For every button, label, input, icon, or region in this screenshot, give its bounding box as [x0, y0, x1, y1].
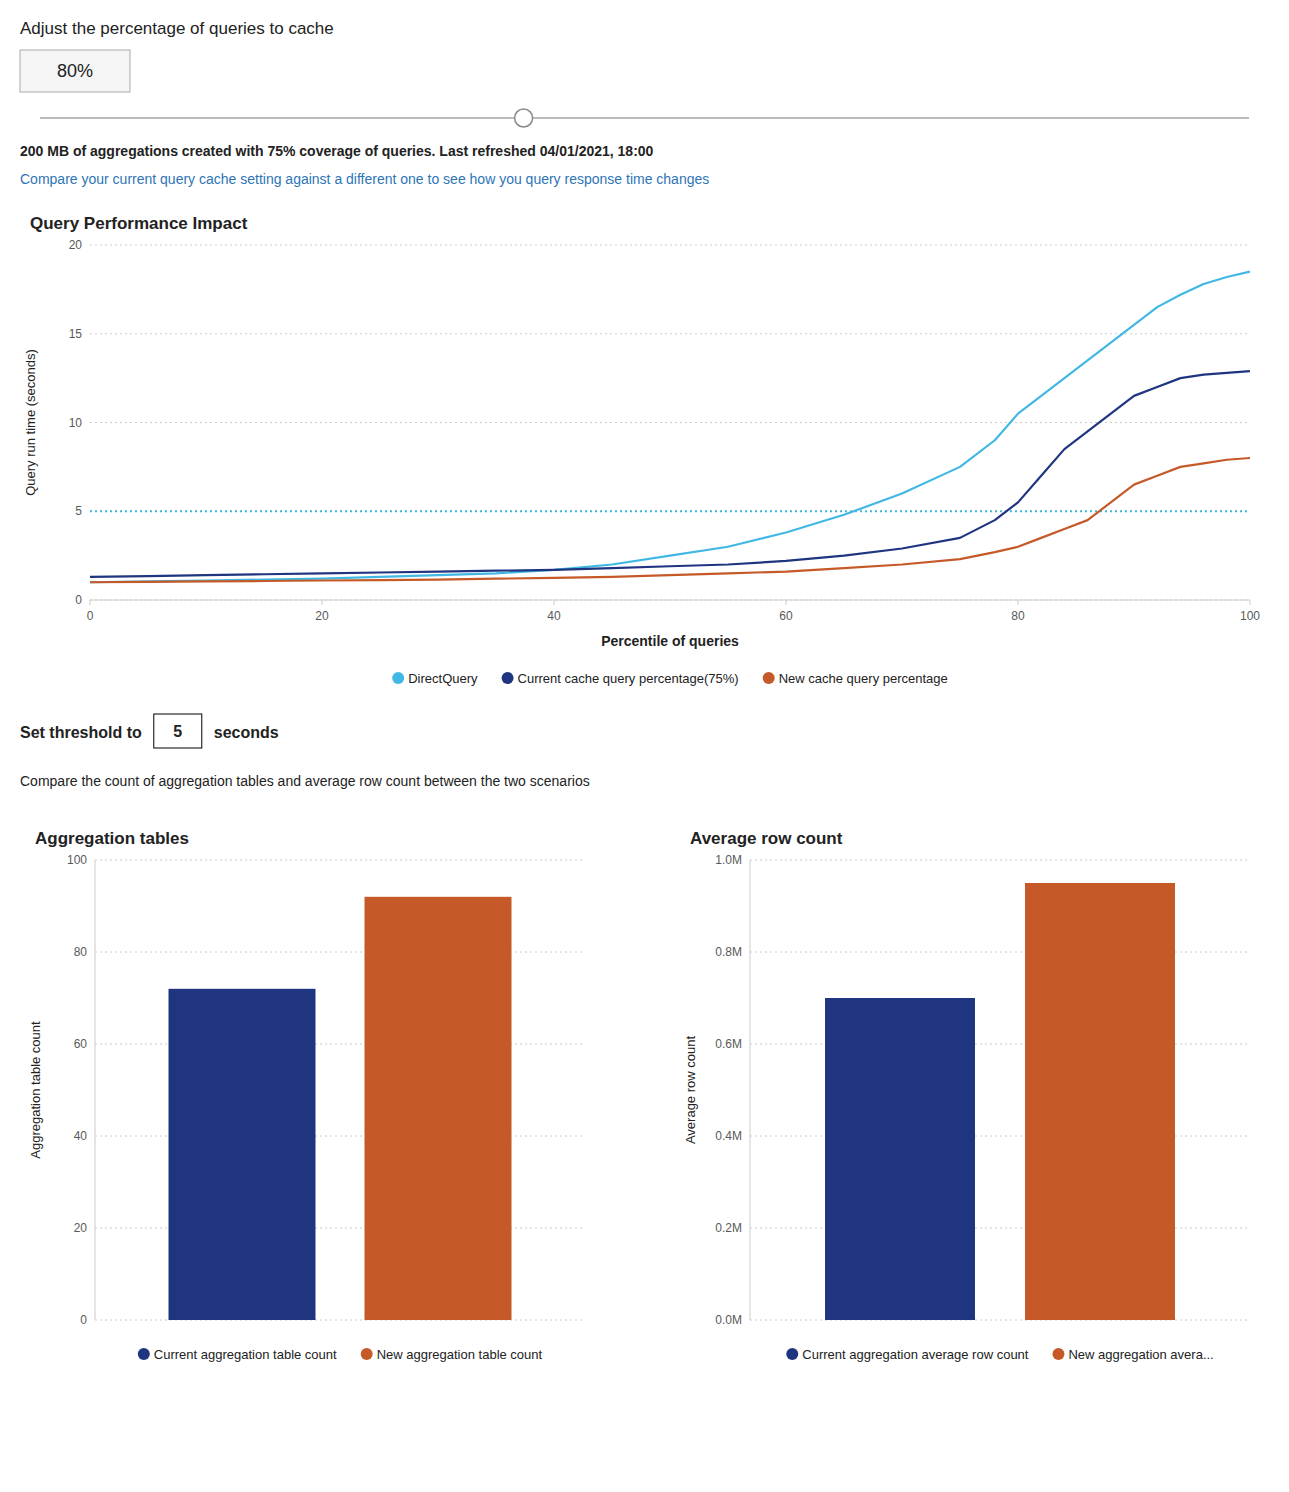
y-tick-label: 1.0M	[715, 853, 742, 867]
tick-mark	[1018, 600, 1019, 605]
slider-knob	[515, 109, 533, 127]
x-tick-label: 40	[547, 609, 561, 623]
legend-swatch	[138, 1348, 150, 1360]
legend-label: New aggregation table count	[377, 1347, 543, 1362]
grid-line	[95, 860, 585, 861]
slider-input-box	[20, 50, 130, 92]
page: Adjust the percentage of queries to cach…	[0, 0, 1289, 1492]
legend-swatch	[1052, 1348, 1064, 1360]
x-tick-label: 60	[779, 609, 793, 623]
legend-swatch	[763, 672, 775, 684]
legend: Current aggregation table count New aggre…	[138, 1347, 543, 1362]
legend-swatch	[502, 672, 514, 684]
legend-label: Current aggregation table count	[154, 1347, 337, 1362]
series-line	[90, 371, 1250, 577]
y-tick-label: 100	[67, 853, 87, 867]
y-tick-label: 0.2M	[715, 1221, 742, 1235]
x-tick-label: 100	[1240, 609, 1260, 623]
y-tick-label: 80	[74, 945, 88, 959]
tick-mark	[1250, 600, 1251, 605]
threshold-unit: seconds	[214, 724, 279, 741]
x-axis-label: Percentile of queries	[601, 633, 739, 649]
y-tick-label: 0	[80, 1313, 87, 1327]
x-axis: 0 20 40 60 80 100	[87, 600, 1261, 623]
plot-area	[90, 272, 1250, 583]
compare-text: Compare the count of aggregation tables …	[20, 773, 590, 789]
grid-line	[90, 333, 1250, 334]
y-axis-label: Average row count	[683, 1036, 698, 1145]
threshold-label: Set threshold to	[20, 724, 142, 741]
grid-line	[90, 600, 1250, 601]
page-heading: Adjust the percentage of queries to cach…	[20, 19, 334, 38]
bar	[825, 998, 975, 1320]
y-tick-label: 40	[74, 1129, 88, 1143]
info-subtext: Compare your current query cache setting…	[20, 171, 709, 187]
legend: DirectQuery Current cache query percentag…	[392, 671, 948, 686]
grid-line	[750, 860, 1250, 861]
y-tick-label: 10	[69, 416, 83, 430]
y-tick-label: 60	[74, 1037, 88, 1051]
y-axis: 0 5 10 15 20	[69, 238, 1250, 607]
chart-title: Query Performance Impact	[30, 214, 248, 233]
legend-label: Current aggregation average row count	[802, 1347, 1029, 1362]
slider-track	[40, 117, 1249, 119]
y-axis: 0 20 40 60 80 100	[67, 853, 585, 1327]
y-axis: 0.0M 0.2M 0.4M 0.6M 0.8M 1.0M	[715, 853, 1250, 1327]
info-text: 200 MB of aggregations created with 75% …	[20, 143, 654, 159]
y-axis-line	[95, 860, 96, 1320]
y-axis-line	[750, 860, 751, 1320]
legend: Current aggregation average row count New…	[786, 1347, 1213, 1362]
y-axis-label: Query run time (seconds)	[23, 349, 38, 496]
series-line	[90, 458, 1250, 582]
chart-title: Average row count	[690, 829, 843, 848]
x-tick-label: 0	[87, 609, 94, 623]
bar	[365, 897, 512, 1320]
y-tick-label: 0.4M	[715, 1129, 742, 1143]
y-tick-label: 20	[74, 1221, 88, 1235]
x-tick-label: 80	[1011, 609, 1025, 623]
reference-line	[90, 510, 1250, 512]
legend-label: Current cache query percentage(75%)	[518, 671, 739, 686]
bar	[169, 989, 316, 1320]
slider-value: 80%	[57, 61, 93, 81]
grid-line	[90, 422, 1250, 423]
legend-label: DirectQuery	[408, 671, 478, 686]
plot-area	[169, 897, 512, 1320]
tick-mark	[322, 600, 323, 605]
legend-label: New aggregation avera...	[1068, 1347, 1213, 1362]
y-tick-label: 20	[69, 238, 83, 252]
legend-swatch	[361, 1348, 373, 1360]
plot-area	[825, 883, 1175, 1320]
series-line	[90, 272, 1250, 583]
chart-title: Aggregation tables	[35, 829, 189, 848]
y-tick-label: 0.0M	[715, 1313, 742, 1327]
legend-swatch	[392, 672, 404, 684]
tick-mark	[554, 600, 555, 605]
bar	[1025, 883, 1175, 1320]
legend-label: New cache query percentage	[779, 671, 948, 686]
grid-line	[90, 511, 1250, 512]
y-tick-label: 5	[75, 504, 82, 518]
x-axis-line	[90, 600, 1250, 601]
threshold-input-box	[154, 714, 202, 748]
y-tick-label: 0	[75, 593, 82, 607]
tick-mark	[786, 600, 787, 605]
y-tick-label: 0.8M	[715, 945, 742, 959]
y-tick-label: 15	[69, 327, 83, 341]
legend-swatch	[786, 1348, 798, 1360]
x-tick-label: 20	[315, 609, 329, 623]
grid-line	[90, 245, 1250, 246]
threshold-value: 5	[173, 723, 182, 740]
y-tick-label: 0.6M	[715, 1037, 742, 1051]
y-axis-label: Aggregation table count	[28, 1021, 43, 1159]
tick-mark	[90, 600, 91, 605]
